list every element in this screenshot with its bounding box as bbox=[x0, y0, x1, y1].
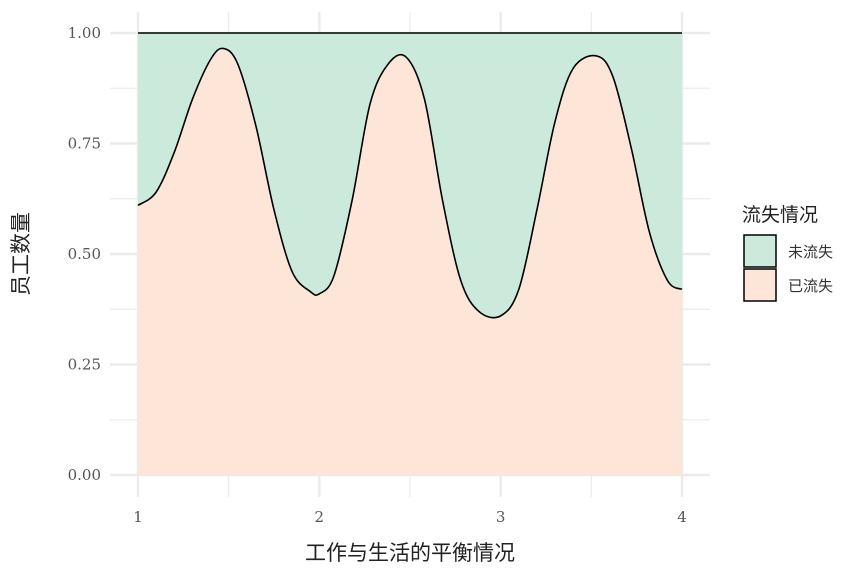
x-axis-title: 工作与生活的平衡情况 bbox=[305, 541, 515, 565]
area-series-retained bbox=[138, 33, 682, 318]
legend-key-retained bbox=[743, 234, 777, 268]
legend: 流失情况 未流失 已流失 bbox=[742, 204, 833, 302]
legend-label-left: 已流失 bbox=[788, 277, 833, 295]
x-tick-label: 3 bbox=[496, 508, 506, 526]
y-tick-label: 1.00 bbox=[68, 24, 101, 42]
y-tick-label: 0.50 bbox=[68, 245, 101, 263]
y-tick-label: 0.00 bbox=[68, 466, 101, 484]
legend-key-left bbox=[743, 268, 777, 302]
x-tick-label: 4 bbox=[677, 508, 687, 526]
y-tick-label: 0.25 bbox=[68, 356, 101, 374]
legend-title: 流失情况 bbox=[742, 204, 818, 226]
x-tick-label: 2 bbox=[315, 508, 325, 526]
legend-label-retained: 未流失 bbox=[788, 243, 833, 261]
area-series-left bbox=[138, 48, 682, 475]
y-axis-title: 员工数量 bbox=[9, 212, 33, 296]
area-boundary-line bbox=[137, 47, 683, 319]
y-tick-label: 0.75 bbox=[68, 135, 101, 153]
x-tick-label: 1 bbox=[133, 508, 143, 526]
tick-labels: 0.00 0.25 0.50 0.75 1.00 1 2 3 4 bbox=[68, 24, 687, 526]
